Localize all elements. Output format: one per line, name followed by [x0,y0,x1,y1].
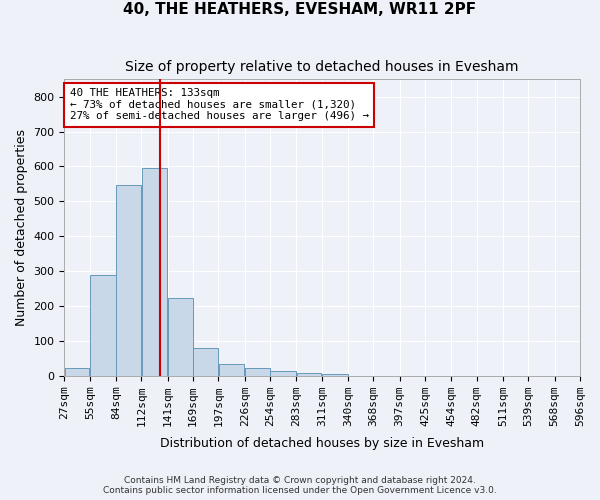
Text: 40, THE HEATHERS, EVESHAM, WR11 2PF: 40, THE HEATHERS, EVESHAM, WR11 2PF [124,2,476,18]
Bar [142,168,167,376]
Bar [168,298,193,376]
Bar [65,368,89,376]
Text: Contains HM Land Registry data © Crown copyright and database right 2024.
Contai: Contains HM Land Registry data © Crown c… [103,476,497,495]
Bar [116,185,141,376]
X-axis label: Distribution of detached houses by size in Evesham: Distribution of detached houses by size … [160,437,484,450]
Bar [90,276,116,376]
Title: Size of property relative to detached houses in Evesham: Size of property relative to detached ho… [125,60,519,74]
Bar [219,364,244,376]
Bar [271,372,296,376]
Text: 40 THE HEATHERS: 133sqm
← 73% of detached houses are smaller (1,320)
27% of semi: 40 THE HEATHERS: 133sqm ← 73% of detache… [70,88,368,122]
Bar [297,372,322,376]
Bar [322,374,347,376]
Bar [193,348,218,376]
Bar [245,368,270,376]
Y-axis label: Number of detached properties: Number of detached properties [15,129,28,326]
